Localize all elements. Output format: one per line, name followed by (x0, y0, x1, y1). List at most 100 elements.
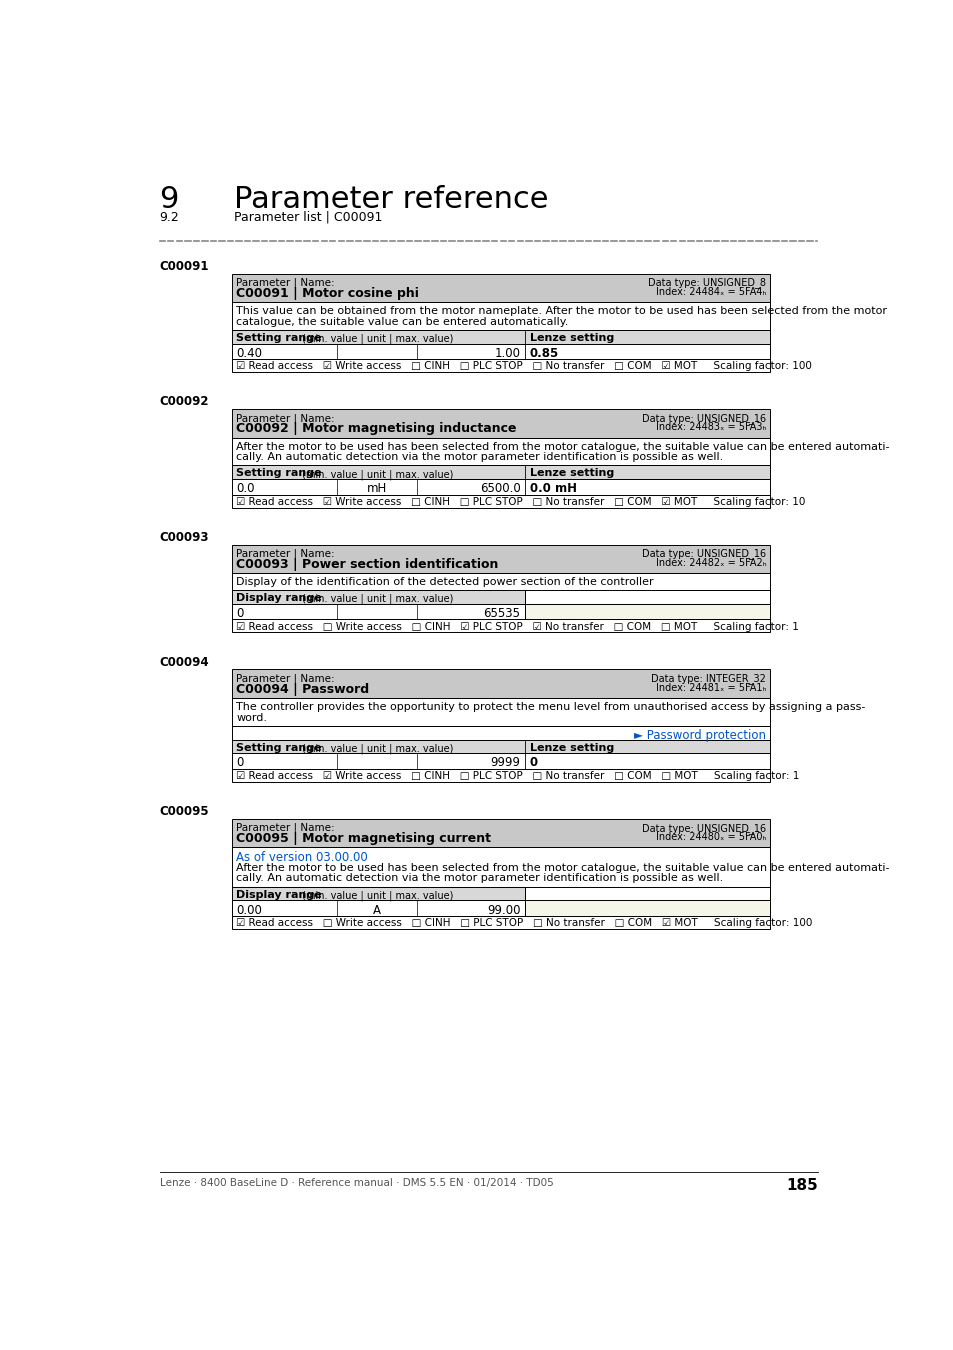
Text: Index: 24483ₓ = 5FA3ₕ: Index: 24483ₓ = 5FA3ₕ (656, 423, 765, 432)
Text: 0.85: 0.85 (529, 347, 558, 360)
Text: Lenze setting: Lenze setting (529, 333, 614, 343)
Text: 185: 185 (785, 1179, 818, 1193)
Text: Index: 24481ₓ = 5FA1ₕ: Index: 24481ₓ = 5FA1ₕ (656, 683, 765, 693)
Bar (232, 900, 524, 915)
Text: Setting range: Setting range (236, 333, 321, 343)
Bar (232, 753, 769, 768)
Bar (232, 726, 769, 740)
Text: 0.0 mH: 0.0 mH (529, 482, 577, 495)
Bar (232, 590, 769, 603)
Bar (524, 887, 769, 900)
Text: C00091 | Motor cosine phi: C00091 | Motor cosine phi (236, 286, 418, 300)
Text: catalogue, the suitable value can be entered automatically.: catalogue, the suitable value can be ent… (236, 317, 568, 327)
Text: Data type: UNSIGNED_16: Data type: UNSIGNED_16 (641, 822, 765, 833)
Bar (524, 590, 769, 603)
Text: Parameter reference: Parameter reference (233, 185, 548, 215)
Text: word.: word. (236, 713, 267, 722)
Text: C00095 | Motor magnetising current: C00095 | Motor magnetising current (236, 832, 491, 845)
Text: (min. value | unit | max. value): (min. value | unit | max. value) (299, 333, 454, 344)
Text: ☑ Read access   ☑ Write access   □ CINH   □ PLC STOP   □ No transfer   □ COM   ☑: ☑ Read access ☑ Write access □ CINH □ PL… (236, 362, 811, 371)
Text: Parameter | Name:: Parameter | Name: (236, 674, 335, 684)
Text: Parameter list | C00091: Parameter list | C00091 (233, 211, 382, 224)
Text: Setting range: Setting range (236, 468, 321, 478)
Text: ☑ Read access   ☑ Write access   □ CINH   □ PLC STOP   □ No transfer   □ COM   ☑: ☑ Read access ☑ Write access □ CINH □ PL… (236, 497, 804, 508)
Bar (232, 603, 524, 620)
Bar (524, 603, 769, 620)
Bar (232, 344, 769, 359)
Text: Parameter | Name:: Parameter | Name: (236, 278, 335, 288)
Text: cally. An automatic detection via the motor parameter identification is possible: cally. An automatic detection via the mo… (236, 452, 722, 462)
Text: mH: mH (366, 482, 387, 495)
Text: (min. value | unit | max. value): (min. value | unit | max. value) (299, 891, 454, 900)
Bar (232, 740, 769, 753)
Bar (232, 698, 769, 726)
Bar (232, 544, 769, 574)
Text: Index: 24482ₓ = 5FA2ₕ: Index: 24482ₓ = 5FA2ₕ (655, 558, 765, 568)
Text: After the motor to be used has been selected from the motor catalogue, the suita: After the motor to be used has been sele… (236, 441, 889, 451)
Text: C00092: C00092 (159, 396, 209, 408)
Text: 9999: 9999 (490, 756, 520, 770)
Bar (232, 437, 769, 466)
Text: C00092 | Motor magnetising inductance: C00092 | Motor magnetising inductance (236, 423, 517, 435)
Text: This value can be obtained from the motor nameplate. After the motor to be used : This value can be obtained from the moto… (236, 306, 886, 316)
Bar (232, 409, 769, 437)
Text: C00091: C00091 (159, 259, 209, 273)
Text: cally. An automatic detection via the motor parameter identification is possible: cally. An automatic detection via the mo… (236, 873, 722, 883)
Bar (232, 620, 769, 632)
Text: Lenze · 8400 BaseLine D · Reference manual · DMS 5.5 EN · 01/2014 · TD05: Lenze · 8400 BaseLine D · Reference manu… (159, 1179, 553, 1188)
Bar (232, 887, 769, 900)
Text: ☑ Read access   □ Write access   □ CINH   ☑ PLC STOP   ☑ No transfer   □ COM   □: ☑ Read access □ Write access □ CINH ☑ PL… (236, 622, 799, 632)
Text: A: A (373, 903, 380, 917)
Text: Display of the identification of the detected power section of the controller: Display of the identification of the det… (236, 576, 653, 587)
Bar (232, 479, 769, 494)
Text: As of version 03.00.00: As of version 03.00.00 (236, 850, 368, 864)
Text: C00095: C00095 (159, 805, 209, 818)
Text: Display range: Display range (236, 593, 322, 603)
Bar (232, 768, 769, 782)
Text: ☑ Read access   ☑ Write access   □ CINH   □ PLC STOP   □ No transfer   □ COM   □: ☑ Read access ☑ Write access □ CINH □ PL… (236, 771, 799, 782)
Bar (232, 819, 769, 848)
Text: 0: 0 (236, 608, 243, 620)
Text: Index: 24484ₓ = 5FA4ₕ: Index: 24484ₓ = 5FA4ₕ (656, 286, 765, 297)
Bar (232, 329, 769, 344)
Text: C00094: C00094 (159, 656, 209, 668)
Text: ► Password protection: ► Password protection (633, 729, 765, 741)
Text: Parameter | Name:: Parameter | Name: (236, 822, 335, 833)
Text: After the motor to be used has been selected from the motor catalogue, the suita: After the motor to be used has been sele… (236, 863, 889, 872)
Bar (232, 274, 769, 302)
Text: Display range: Display range (236, 890, 322, 899)
Bar (232, 494, 769, 508)
Bar (232, 466, 769, 479)
Text: C00093: C00093 (159, 531, 209, 544)
Text: Parameter | Name:: Parameter | Name: (236, 413, 335, 424)
Text: C00094 | Password: C00094 | Password (236, 683, 369, 695)
Bar (232, 359, 769, 373)
Text: (min. value | unit | max. value): (min. value | unit | max. value) (299, 470, 454, 479)
Text: 0: 0 (529, 756, 537, 770)
Bar (232, 302, 769, 329)
Text: 99.00: 99.00 (487, 903, 520, 917)
Text: Data type: UNSIGNED_16: Data type: UNSIGNED_16 (641, 413, 765, 424)
Text: (min. value | unit | max. value): (min. value | unit | max. value) (299, 594, 454, 605)
Text: Parameter | Name:: Parameter | Name: (236, 548, 335, 559)
Text: Data type: UNSIGNED_8: Data type: UNSIGNED_8 (648, 278, 765, 289)
Bar (232, 848, 769, 887)
Text: The controller provides the opportunity to protect the menu level from unauthori: The controller provides the opportunity … (236, 702, 864, 711)
Text: (min. value | unit | max. value): (min. value | unit | max. value) (299, 744, 454, 753)
Text: Data type: UNSIGNED_16: Data type: UNSIGNED_16 (641, 548, 765, 559)
Bar (524, 900, 769, 915)
Bar (232, 574, 769, 590)
Text: 0: 0 (236, 756, 243, 770)
Text: 0.00: 0.00 (236, 903, 262, 917)
Text: Lenze setting: Lenze setting (529, 468, 614, 478)
Text: 0.40: 0.40 (236, 347, 262, 360)
Bar (232, 915, 769, 929)
Text: Lenze setting: Lenze setting (529, 743, 614, 752)
Text: 65535: 65535 (483, 608, 520, 620)
Text: 0.0: 0.0 (236, 482, 254, 495)
Text: 9.2: 9.2 (159, 211, 179, 224)
Text: Setting range: Setting range (236, 743, 321, 752)
Text: ☑ Read access   □ Write access   □ CINH   □ PLC STOP   □ No transfer   □ COM   ☑: ☑ Read access □ Write access □ CINH □ PL… (236, 918, 812, 929)
Text: Data type: INTEGER_32: Data type: INTEGER_32 (651, 674, 765, 684)
Bar (232, 670, 769, 698)
